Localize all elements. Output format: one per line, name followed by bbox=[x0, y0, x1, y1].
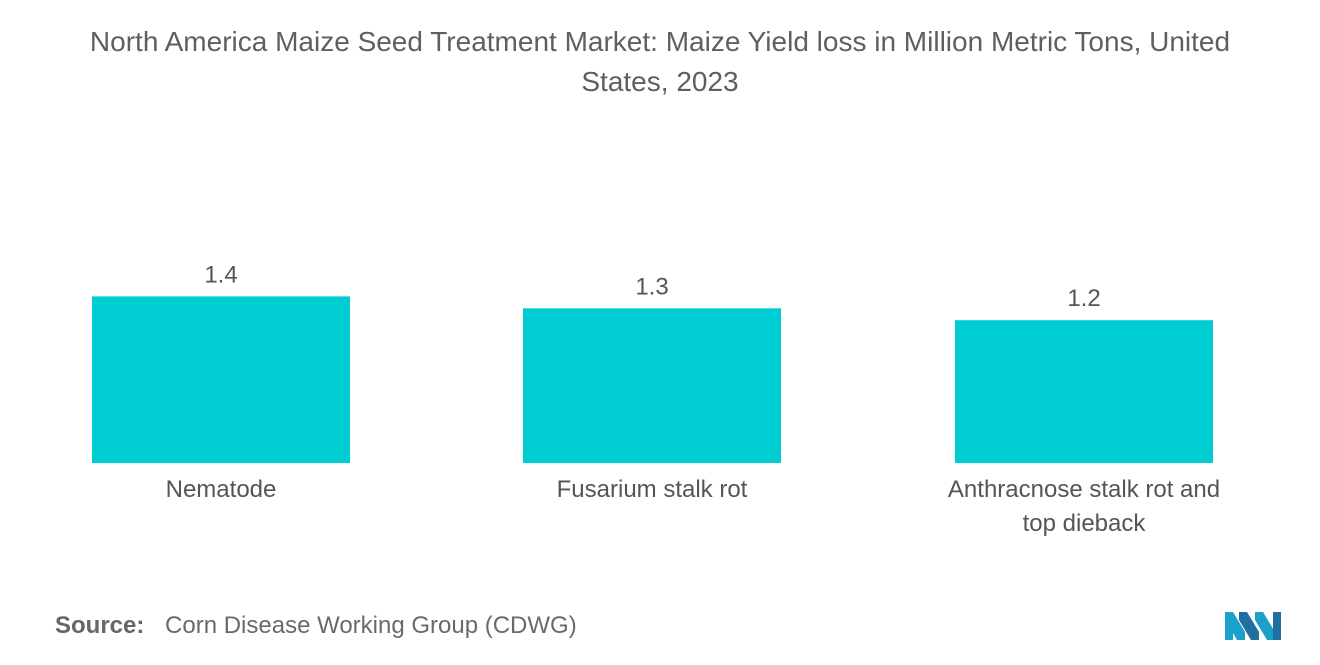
data-label-1: 1.4 bbox=[204, 261, 237, 288]
bar-2 bbox=[523, 308, 781, 463]
source-label: Source: bbox=[55, 612, 145, 639]
chart-title-line-2: States, 2023 bbox=[581, 66, 739, 97]
category-label-3-line-2: top dieback bbox=[1023, 510, 1147, 537]
data-label-2: 1.3 bbox=[635, 273, 668, 300]
source-note: Source: Corn Disease Working Group (CDWG… bbox=[55, 612, 577, 640]
chart-title: North America Maize Seed Treatment Marke… bbox=[0, 22, 1320, 102]
bar-1 bbox=[92, 296, 350, 463]
data-label-3: 1.2 bbox=[1067, 285, 1100, 312]
category-label-2: Fusarium stalk rot bbox=[557, 476, 748, 503]
source-text: Corn Disease Working Group (CDWG) bbox=[165, 612, 577, 639]
bar-3 bbox=[955, 320, 1213, 463]
brand-logo-icon bbox=[1225, 612, 1281, 640]
category-label-1: Nematode bbox=[166, 476, 277, 503]
category-label-3-line-1: Anthracnose stalk rot and bbox=[948, 476, 1220, 503]
chart-title-line-1: North America Maize Seed Treatment Marke… bbox=[89, 26, 1231, 57]
